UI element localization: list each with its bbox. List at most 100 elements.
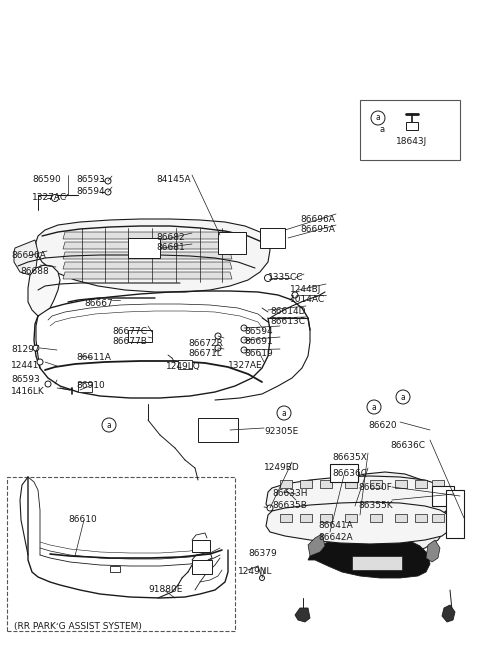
Polygon shape [63,272,232,279]
Bar [178,360,192,369]
Circle shape [105,189,111,195]
Polygon shape [266,476,452,522]
Bar [280,480,292,488]
Circle shape [105,178,111,184]
Text: 81297: 81297 [11,346,40,355]
Text: 86695A: 86695A [300,226,335,235]
Text: 86610: 86610 [68,516,97,524]
Text: (RR PARKʻG ASSIST SYSTEM): (RR PARKʻG ASSIST SYSTEM) [14,621,142,630]
Circle shape [51,194,59,201]
Bar [345,480,357,488]
Circle shape [292,292,298,298]
Circle shape [215,345,221,351]
Polygon shape [305,472,447,560]
Bar [432,480,444,488]
Text: a: a [379,125,384,134]
Text: 1327AE: 1327AE [228,361,263,370]
Text: 86635X: 86635X [332,454,367,462]
Text: 1249NL: 1249NL [238,567,273,576]
Text: 1335CC: 1335CC [268,273,303,282]
Text: 86677B: 86677B [112,338,147,346]
Circle shape [102,418,116,432]
Circle shape [367,400,381,414]
Text: 86594: 86594 [244,327,273,336]
Text: 1327AC: 1327AC [32,194,67,203]
Bar [395,514,407,522]
Text: 91880E: 91880E [148,585,182,595]
Text: 86667: 86667 [84,299,113,308]
Polygon shape [442,605,455,622]
Text: 1014AC: 1014AC [290,295,325,304]
Text: a: a [376,113,380,123]
Text: 1416LK: 1416LK [11,387,45,396]
Polygon shape [308,534,325,556]
Bar [370,480,382,488]
Text: 86593: 86593 [76,175,105,185]
Text: 86677C: 86677C [112,327,147,336]
Text: a: a [107,421,111,430]
Text: a: a [282,409,287,417]
Text: 12441: 12441 [11,361,39,370]
Text: 86379: 86379 [248,550,277,559]
Circle shape [371,111,385,125]
Bar [280,514,292,522]
Bar [370,514,382,522]
Text: 86636C: 86636C [390,441,425,449]
Text: 1249BD: 1249BD [264,462,300,471]
Polygon shape [308,534,430,578]
Text: 86594: 86594 [76,186,105,196]
Bar [432,514,444,522]
Bar [360,100,460,160]
Bar [192,560,212,574]
Circle shape [37,359,43,365]
Circle shape [260,576,264,580]
Text: 86641A: 86641A [318,522,353,531]
Text: 86590: 86590 [32,175,61,183]
Text: 86691: 86691 [244,338,273,346]
Circle shape [33,345,39,351]
Bar [446,490,464,538]
Bar [320,480,332,488]
Text: 86636C: 86636C [332,469,367,477]
Polygon shape [63,252,232,259]
Polygon shape [36,219,270,292]
Bar [395,480,407,488]
Polygon shape [128,330,152,342]
Text: 86671L: 86671L [188,349,222,359]
Bar [300,480,312,488]
Polygon shape [28,265,60,316]
Text: 86910: 86910 [76,381,105,389]
Polygon shape [426,540,440,562]
Text: 86682: 86682 [156,233,185,241]
Bar [192,540,210,552]
Bar [218,232,246,254]
Circle shape [241,325,247,331]
Bar [432,486,454,506]
Polygon shape [315,489,426,530]
Polygon shape [63,262,232,269]
Text: 86650F: 86650F [358,482,392,492]
Text: 86620: 86620 [368,421,396,430]
Text: 86688: 86688 [20,267,49,276]
Bar [345,514,357,522]
Circle shape [264,274,272,282]
Text: 86672R: 86672R [188,338,223,348]
Bar [300,514,312,522]
Bar [7,477,235,631]
Polygon shape [63,232,232,239]
Text: 84145A: 84145A [156,175,191,183]
Circle shape [215,333,221,339]
Polygon shape [14,240,38,275]
Circle shape [267,505,273,511]
Bar [352,556,402,570]
Text: 86696A: 86696A [300,215,335,224]
Bar [260,228,285,248]
Text: 86593: 86593 [11,376,40,385]
Bar [406,122,418,130]
Bar [415,480,427,488]
Text: 92305E: 92305E [264,428,298,436]
Text: 86642A: 86642A [318,533,353,542]
Bar [320,514,332,522]
Circle shape [241,337,247,343]
Text: 1244BJ: 1244BJ [290,284,322,293]
